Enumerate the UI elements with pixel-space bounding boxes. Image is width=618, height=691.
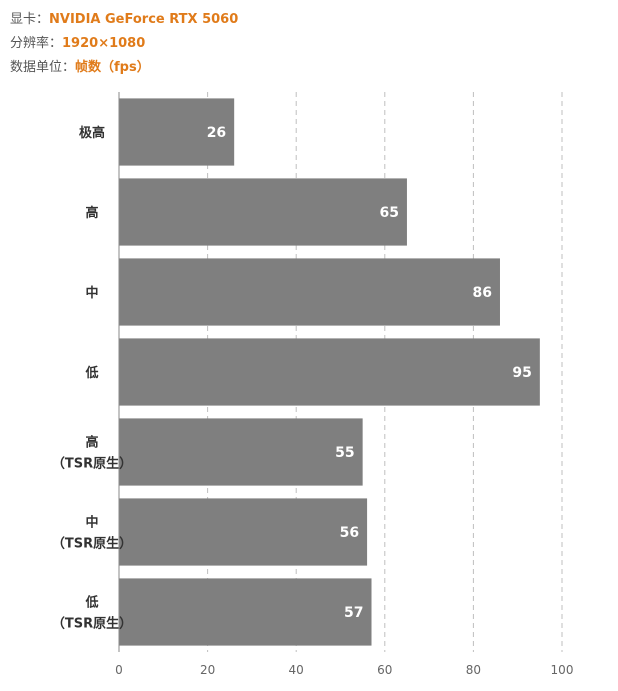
category-label: 极高 (79, 125, 105, 141)
bar (119, 178, 407, 246)
x-tick-label: 80 (466, 663, 481, 677)
category-label: （TSR原生） (52, 456, 132, 472)
category-label: 高 (85, 205, 98, 221)
data-label: 56 (340, 525, 359, 541)
bar (119, 418, 363, 486)
bar (119, 498, 368, 566)
bar (119, 258, 500, 326)
bar (119, 98, 235, 166)
unit-row: 数据单位：帧数（fps） (10, 56, 238, 80)
x-tick-label: 60 (377, 663, 392, 677)
unit-value: 帧数（fps） (75, 60, 150, 75)
category-label: 中 (85, 285, 98, 301)
x-tick-label: 20 (200, 663, 215, 677)
resolution-value: 1920×1080 (62, 36, 146, 51)
category-label: 低 (84, 595, 98, 611)
data-label: 55 (335, 445, 354, 461)
data-label: 86 (472, 285, 491, 301)
category-label: （TSR原生） (52, 536, 132, 552)
data-label: 57 (344, 605, 363, 621)
category-label: （TSR原生） (52, 616, 132, 632)
data-label: 26 (207, 125, 226, 141)
gpu-label: 显卡： (10, 12, 50, 27)
x-tick-label: 0 (115, 663, 123, 677)
category-label: 中 (85, 515, 98, 531)
category-label: 低 (84, 365, 98, 381)
x-tick-label: 40 (289, 663, 304, 677)
chart-header: 显卡：NVIDIA GeForce RTX 5060 分辨率：1920×1080… (10, 8, 238, 80)
bar (119, 338, 540, 406)
resolution-row: 分辨率：1920×1080 (10, 32, 238, 56)
bar (119, 578, 372, 646)
unit-label: 数据单位： (10, 60, 76, 75)
data-label: 65 (379, 205, 398, 221)
gpu-row: 显卡：NVIDIA GeForce RTX 5060 (10, 8, 238, 32)
gpu-value: NVIDIA GeForce RTX 5060 (49, 12, 239, 27)
category-label: 高 (85, 435, 98, 451)
data-label: 95 (512, 365, 531, 381)
x-tick-label: 100 (551, 663, 574, 677)
resolution-label: 分辨率： (10, 36, 63, 51)
